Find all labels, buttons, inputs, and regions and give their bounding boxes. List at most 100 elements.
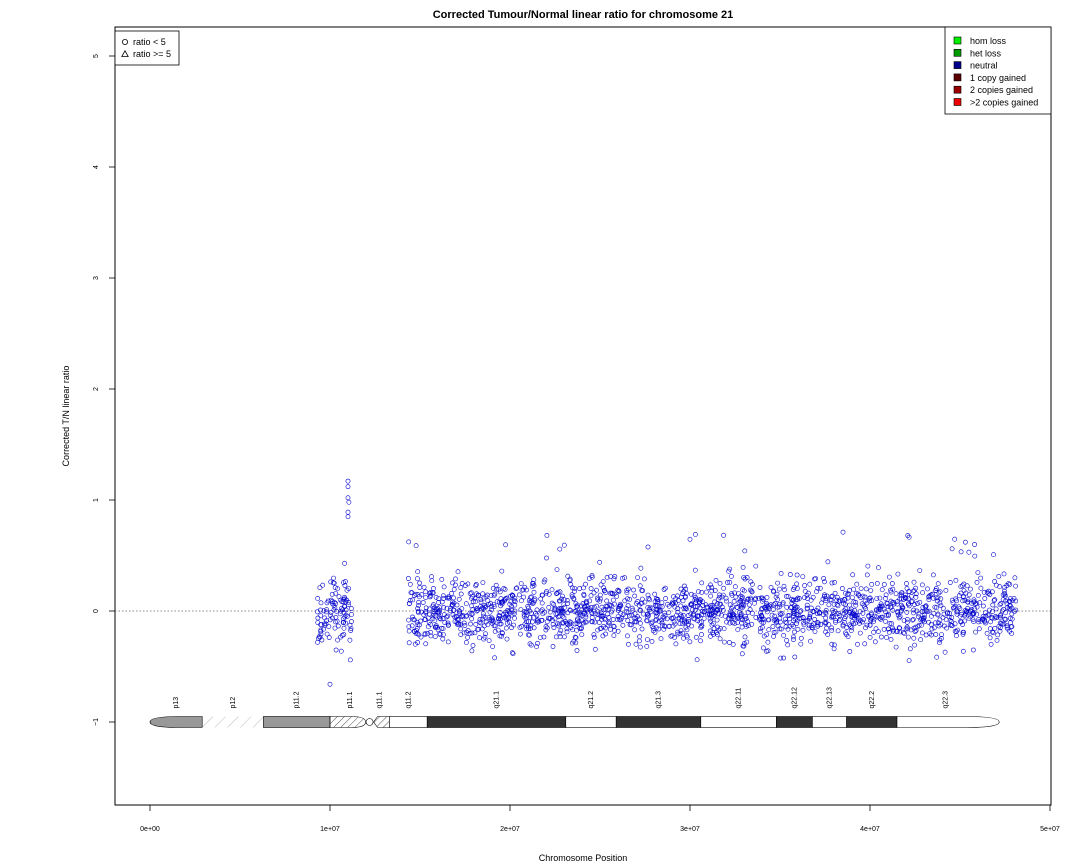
data-point [777,611,783,616]
shape-legend-box [114,30,180,66]
data-point [669,616,675,622]
data-point [703,602,709,608]
data-point [538,608,544,614]
data-point [597,559,603,565]
band-q22.12 [776,716,813,728]
data-point [648,621,654,626]
data-point [569,594,575,600]
data-point [906,603,912,609]
outlier-point [346,499,352,505]
data-point [449,591,454,596]
data-point [594,603,599,609]
data-point [931,611,937,616]
data-point [801,622,807,628]
data-point [759,617,765,623]
data-point [974,580,980,585]
data-point [871,619,876,625]
data-point [929,613,934,619]
x-tick-label: 5e+07 [1040,826,1060,833]
data-point [507,593,513,599]
data-point [521,614,527,619]
data-point [411,593,417,598]
data-point [832,580,837,585]
data-point [725,580,730,585]
data-point [543,627,549,633]
data-point [534,644,539,650]
data-point [480,616,486,622]
data-point [655,597,661,603]
data-point [444,614,449,620]
data-point [879,587,885,593]
data-point [899,607,904,613]
data-point [429,574,434,580]
data-point [598,596,603,602]
data-point [341,596,346,602]
data-point [584,598,589,604]
data-point [724,619,729,625]
data-point [665,601,670,607]
data-point [440,636,446,642]
data-point [564,629,570,635]
data-point [966,592,972,598]
data-point [839,586,845,591]
data-point [938,603,944,608]
band-q21.2 [565,716,617,728]
data-point [684,606,689,612]
data-point [531,625,537,631]
data-point [772,601,778,606]
data-point [919,609,925,614]
data-point [715,624,720,630]
data-point [852,613,858,618]
data-point [324,631,330,637]
data-point [562,634,567,640]
data-point [975,593,981,598]
data-point [746,602,752,608]
data-point [904,581,909,586]
data-point [499,568,505,574]
data-point [917,568,923,573]
band-q22.11 [700,716,777,728]
y-tick-label: 1 [93,498,100,502]
data-point [639,626,645,632]
data-point [452,582,458,588]
data-point [541,579,547,585]
data-point [689,591,694,597]
data-point [933,588,939,593]
data-point [834,597,840,603]
x-tick-label: 2e+07 [500,826,520,833]
data-point [321,608,327,614]
data-point [738,616,744,622]
data-point [677,631,683,637]
data-point [1004,601,1010,606]
data-point [344,587,350,593]
band-label: p12 [230,697,237,709]
data-point [914,608,920,614]
data-point [322,615,327,621]
data-point [595,597,601,603]
data-point [441,605,447,610]
data-point [529,594,534,600]
data-point [436,596,442,601]
data-point [781,633,786,638]
data-point [416,594,422,600]
data-point [344,613,350,619]
data-point [808,597,814,603]
data-point [784,620,790,626]
data-point [715,607,720,612]
data-point [797,609,803,614]
data-point [906,534,912,540]
data-point [949,615,955,620]
data-point [744,599,749,605]
data-point [826,622,832,628]
data-point [984,630,990,636]
data-point [729,592,735,598]
data-point [431,586,436,591]
data-point [562,604,568,610]
data-point [315,596,321,601]
data-point [889,581,895,586]
data-point [338,634,343,640]
data-point [555,589,561,595]
data-point [615,628,621,634]
data-point [997,615,1003,620]
data-point [727,620,733,626]
